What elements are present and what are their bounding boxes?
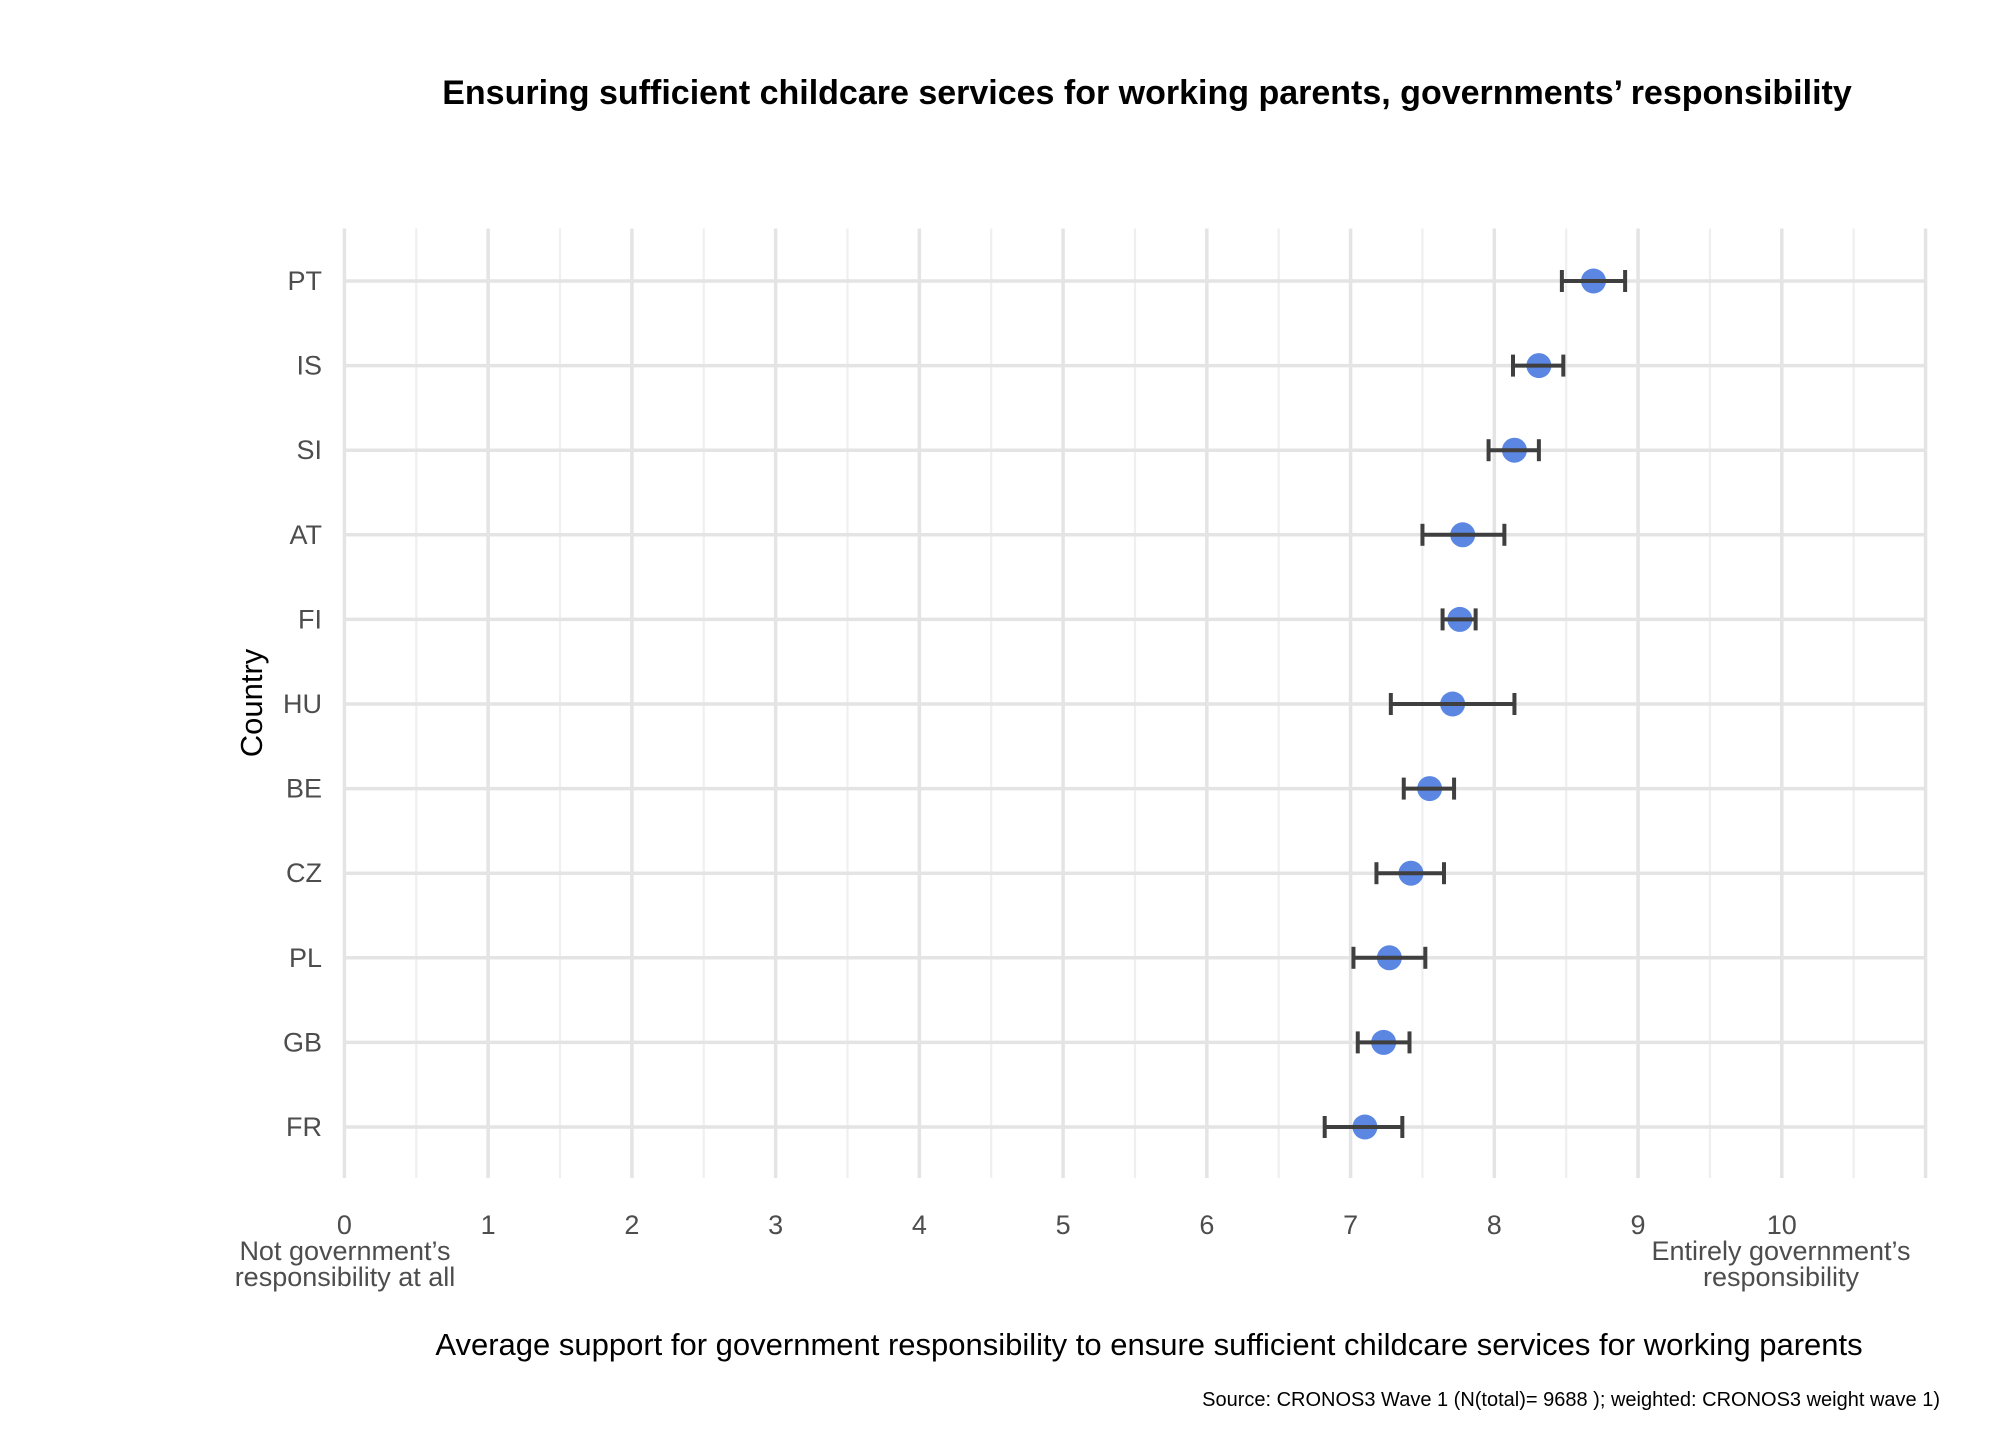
x-tick-label-6: 6: [1199, 1210, 1214, 1240]
x-tick-label-7: 7: [1343, 1210, 1358, 1240]
country-label-BE: BE: [286, 774, 322, 804]
country-label-HU: HU: [283, 689, 322, 719]
x-min-anchor-label-line1: Not government’s: [239, 1236, 450, 1266]
country-label-IS: IS: [296, 351, 322, 381]
x-tick-label-5: 5: [1056, 1210, 1071, 1240]
axis-text-layer: 0 1 2 3 4 5 6 7 8 9 10 PT IS SI AT FI HU BE CZ PL GB FR: [283, 266, 1797, 1240]
source-caption: Source: CRONOS3 Wave 1 (N(total)= 9688 )…: [1202, 1389, 1940, 1411]
x-min-anchor-label-line2: responsibility at all: [235, 1262, 456, 1292]
x-max-anchor-label-line1: Entirely government’s: [1651, 1236, 1910, 1266]
data-layer: [1322, 268, 1628, 1140]
country-label-FI: FI: [298, 604, 322, 634]
country-label-PT: PT: [287, 266, 322, 296]
x-axis-title: Average support for government responsib…: [435, 1327, 1862, 1362]
country-label-FR: FR: [286, 1112, 322, 1142]
chart-title: Ensuring sufficient childcare services f…: [442, 74, 1852, 112]
gridline-layer: [342, 228, 1928, 1178]
x-tick-label-3: 3: [768, 1210, 783, 1240]
country-label-PL: PL: [289, 943, 322, 973]
x-tick-label-1: 1: [481, 1210, 496, 1240]
x-tick-label-2: 2: [624, 1210, 639, 1240]
x-tick-label-8: 8: [1487, 1210, 1502, 1240]
x-tick-label-4: 4: [912, 1210, 927, 1240]
x-tick-label-0: 0: [337, 1210, 352, 1240]
y-axis-title: Country: [234, 648, 269, 757]
x-max-anchor-label-line2: responsibility: [1703, 1262, 1860, 1292]
country-label-AT: AT: [290, 520, 323, 550]
country-label-GB: GB: [283, 1027, 322, 1057]
x-tick-label-10: 10: [1767, 1210, 1797, 1240]
x-tick-label-9: 9: [1631, 1210, 1646, 1240]
country-label-SI: SI: [296, 435, 322, 465]
country-label-CZ: CZ: [286, 858, 322, 888]
